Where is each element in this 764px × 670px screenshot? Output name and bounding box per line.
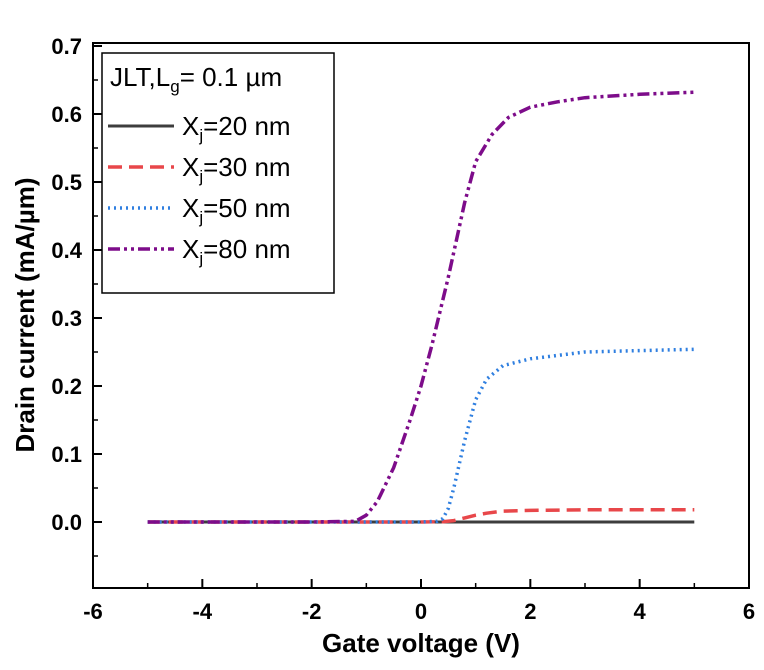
- legend-entries: Xj=20 nm Xj=30 nm Xj=50 nm Xj=80 nm: [108, 111, 291, 268]
- x-tick-label: -6: [83, 599, 103, 624]
- series-line-2: [147, 508, 695, 524]
- y-tick-label: 0.2: [51, 374, 82, 399]
- x-tick-label: 6: [743, 599, 755, 624]
- x-axis-title: Gate voltage (V): [322, 628, 520, 658]
- legend-title: JLT,Lg= 0.1 µm: [110, 62, 282, 96]
- x-tick-label: -2: [302, 599, 322, 624]
- ticks-group: [92, 45, 750, 588]
- legend-label-3: Xj=50 nm: [182, 193, 291, 227]
- series-line-3: [147, 347, 695, 524]
- y-tick-label: 0.4: [51, 238, 82, 263]
- y-tick-label: 0.3: [51, 306, 82, 331]
- tick-labels-group: -6 -4 -2 0 2 4 6 0.0 0.1 0.2 0.3 0.4 0.5 0.6 0.7: [51, 34, 755, 624]
- legend-label-4: Xj=80 nm: [182, 234, 291, 268]
- x-tick-label: -4: [193, 599, 213, 624]
- legend-label-2: Xj=30 nm: [182, 152, 291, 186]
- y-axis-title: Drain current (mA/µm): [10, 177, 40, 452]
- series-group: [147, 90, 695, 524]
- x-tick-label: 0: [415, 599, 427, 624]
- y-tick-label: 0.5: [51, 170, 82, 195]
- x-tick-label: 2: [524, 599, 536, 624]
- y-tick-label: 0.1: [51, 442, 82, 467]
- y-tick-label: 0.7: [51, 34, 82, 59]
- legend-box: [101, 52, 335, 294]
- y-tick-label: 0.6: [51, 102, 82, 127]
- legend-label-1: Xj=20 nm: [182, 111, 291, 145]
- x-tick-label: 4: [634, 599, 647, 624]
- series-line-4: [147, 90, 695, 524]
- y-tick-label: 0.0: [51, 510, 82, 535]
